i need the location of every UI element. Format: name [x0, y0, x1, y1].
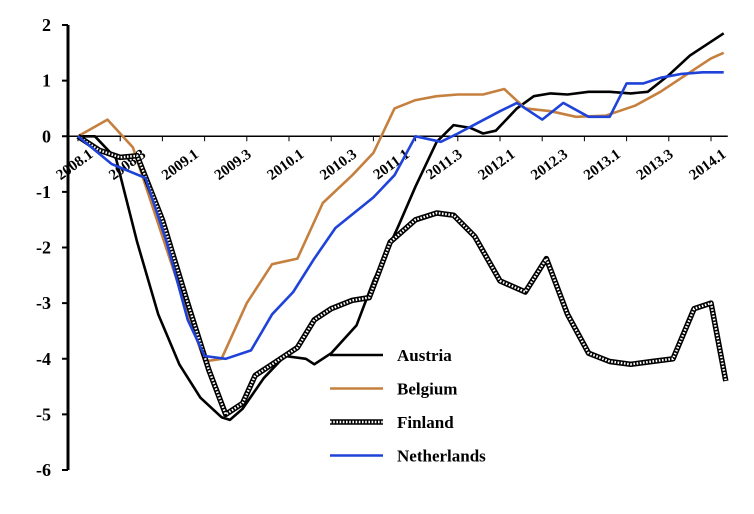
y-tick-label: -3: [36, 293, 51, 313]
y-tick-label: 1: [42, 71, 51, 91]
x-tick-label: 2009.3: [212, 147, 255, 184]
y-tick-label: -2: [36, 238, 51, 258]
legend-label-austria: Austria: [397, 346, 452, 365]
x-tick-label: 2013.3: [634, 147, 677, 184]
y-axis: 2 1 0 -1 -2 -3 -4 -5 -6: [36, 15, 70, 480]
series-line-netherlands: [77, 71, 724, 361]
series-line-belgium: [77, 51, 725, 363]
y-tick-label: -5: [36, 404, 51, 424]
y-tick-label: -6: [36, 460, 51, 480]
y-tick-label: -1: [36, 182, 51, 202]
legend: Austria Belgium Finland Netherlands: [330, 346, 486, 466]
series-lines: [76, 32, 729, 422]
x-tick-label: 2010.1: [265, 147, 308, 184]
x-tick-label: 2012.1: [476, 147, 519, 184]
legend-label-finland: Finland: [397, 413, 454, 432]
y-tick-label: -4: [36, 349, 51, 369]
x-tick-label: 2013.1: [581, 147, 624, 184]
x-tick-label: 2009.1: [159, 147, 202, 184]
x-tick-label: 2014.1: [687, 147, 730, 184]
legend-label-belgium: Belgium: [397, 380, 457, 399]
y-tick-label: 0: [42, 126, 51, 146]
series-line-finland: [77, 135, 727, 416]
x-tick-label: 2012.3: [528, 147, 571, 184]
legend-label-netherlands: Netherlands: [397, 447, 486, 466]
x-tick-label: 2008.1: [54, 147, 97, 184]
x-tick-label: 2011.3: [423, 147, 465, 184]
series-line-austria: [78, 32, 725, 422]
x-tick-label: 2010.3: [317, 147, 360, 184]
y-tick-label: 2: [42, 15, 51, 35]
